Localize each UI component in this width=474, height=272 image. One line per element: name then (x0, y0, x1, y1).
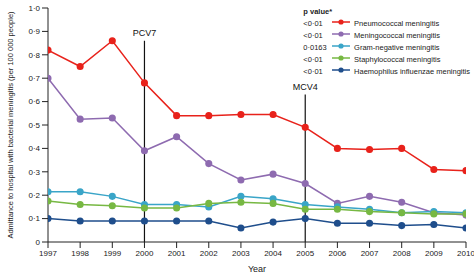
svg-text:2007: 2007 (361, 249, 379, 258)
html-text:Staphylococcal meningitis: Staphylococcal meningitis (354, 55, 441, 64)
svg-text:0·3: 0·3 (28, 168, 40, 177)
svg-text:0·2: 0·2 (28, 191, 40, 200)
svg-text:2008: 2008 (393, 249, 411, 258)
svg-text:0·7: 0·7 (28, 74, 40, 83)
html-text:Pneumococcal meningitis: Pneumococcal meningitis (354, 19, 440, 28)
svg-text:2001: 2001 (168, 249, 186, 258)
html-text:Haemophilus influenzae meningi: Haemophilus influenzae meningitis (354, 67, 470, 76)
svg-text:0·1: 0·1 (28, 214, 40, 223)
html-text:Meningococcal meningitis: Meningococcal meningitis (354, 31, 440, 40)
svg-text:Admittance to hospital with ba: Admittance to hospital with bacterial me… (8, 11, 15, 239)
svg-text:1999: 1999 (103, 249, 121, 258)
svg-text:2004: 2004 (264, 249, 282, 258)
svg-text:MCV4: MCV4 (293, 82, 318, 92)
html-text:<0·01: <0·01 (303, 31, 323, 40)
svg-text:1998: 1998 (71, 249, 89, 258)
svg-text:0·8: 0·8 (28, 51, 40, 60)
html-text:<0·01: <0·01 (303, 67, 323, 76)
svg-text:2006: 2006 (328, 249, 346, 258)
html-text:Gram-negative meningitis: Gram-negative meningitis (354, 43, 440, 52)
svg-text:0·5: 0·5 (28, 121, 40, 130)
html-text:p value*: p value* (303, 7, 333, 16)
html-text:<0·01: <0·01 (303, 55, 323, 64)
svg-text:0·9: 0·9 (28, 27, 40, 36)
svg-text:2010: 2010 (457, 249, 466, 258)
svg-text:2009: 2009 (425, 249, 443, 258)
svg-text:2005: 2005 (296, 249, 314, 258)
svg-text:Year: Year (248, 264, 266, 272)
svg-text:0·6: 0·6 (28, 97, 40, 106)
html-text:<0·01: <0·01 (303, 19, 323, 28)
svg-text:2000: 2000 (136, 249, 154, 258)
svg-text:2003: 2003 (232, 249, 250, 258)
svg-text:PCV7: PCV7 (133, 28, 157, 38)
svg-text:1·0: 1·0 (28, 4, 40, 13)
svg-text:0·4: 0·4 (28, 144, 40, 153)
svg-text:0: 0 (36, 238, 41, 247)
svg-text:2002: 2002 (200, 249, 218, 258)
svg-text:1997: 1997 (39, 249, 57, 258)
html-text:0·0163: 0·0163 (303, 43, 327, 52)
